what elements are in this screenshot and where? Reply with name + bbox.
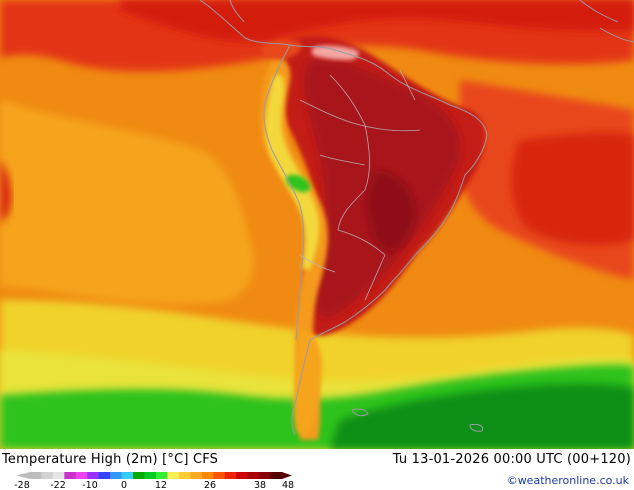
east-atlantic-red [511, 132, 634, 246]
legend-swatch [270, 472, 283, 479]
legend-tick-label: 0 [121, 480, 127, 489]
legend-swatch [213, 472, 226, 479]
credit-link[interactable]: ©weatheronline.co.uk [506, 474, 629, 487]
legend-swatch [98, 472, 111, 479]
color-legend: -28 -22 -10 0 12 26 38 48 [14, 472, 294, 489]
west-edge-red [0, 160, 12, 222]
coastlines [199, 0, 634, 436]
legend-swatch [75, 472, 88, 479]
south-dark-green [330, 383, 634, 449]
map-title: Temperature High (2m) [°C] CFS [2, 452, 219, 467]
legend-swatch [201, 472, 214, 479]
interior-darker [367, 170, 416, 251]
legend-swatch [87, 472, 100, 479]
legend-swatch [41, 472, 54, 479]
legend-tick-label: -22 [50, 480, 66, 489]
legend-swatch [52, 472, 65, 479]
legend-swatch [121, 472, 134, 479]
north-red-band [120, 0, 634, 42]
valid-time: Tu 13-01-2026 00:00 UTC (00+120) [392, 452, 631, 467]
caribbean-spot [312, 45, 359, 60]
legend-swatch [133, 472, 145, 479]
legend-swatch [236, 472, 249, 479]
country-borders [299, 69, 421, 301]
patagonia [293, 330, 322, 435]
legend-ticks: -28 -22 -10 0 12 26 38 48 [14, 480, 294, 489]
legend-tick-label: 38 [254, 480, 266, 489]
legend-swatch [144, 472, 157, 479]
map-footer: Temperature High (2m) [°C] CFS Tu 13-01-… [0, 449, 634, 490]
legend-swatch [224, 472, 237, 479]
legend-tick-label: 48 [282, 480, 294, 489]
legend-tick-label: 12 [155, 480, 167, 489]
legend-tick-label: 26 [204, 480, 216, 489]
legend-swatch [156, 472, 168, 479]
legend-swatch [190, 472, 203, 479]
legend-tick-label: -10 [82, 480, 98, 489]
andes-strip-yellow [265, 74, 320, 270]
legend-swatch [178, 472, 191, 479]
legend-arrow-low [16, 472, 30, 479]
legend-swatch [247, 472, 260, 479]
legend-swatch [64, 472, 77, 479]
legend-swatch [167, 472, 180, 479]
temperature-map [0, 0, 634, 449]
legend-swatches [16, 472, 292, 479]
legend-swatch [259, 472, 271, 479]
legend-swatch [30, 472, 42, 479]
west-ocean-band [0, 100, 254, 305]
legend-swatch [110, 472, 123, 479]
legend-tick-label: -28 [14, 480, 30, 489]
legend-arrow-high [282, 472, 292, 479]
